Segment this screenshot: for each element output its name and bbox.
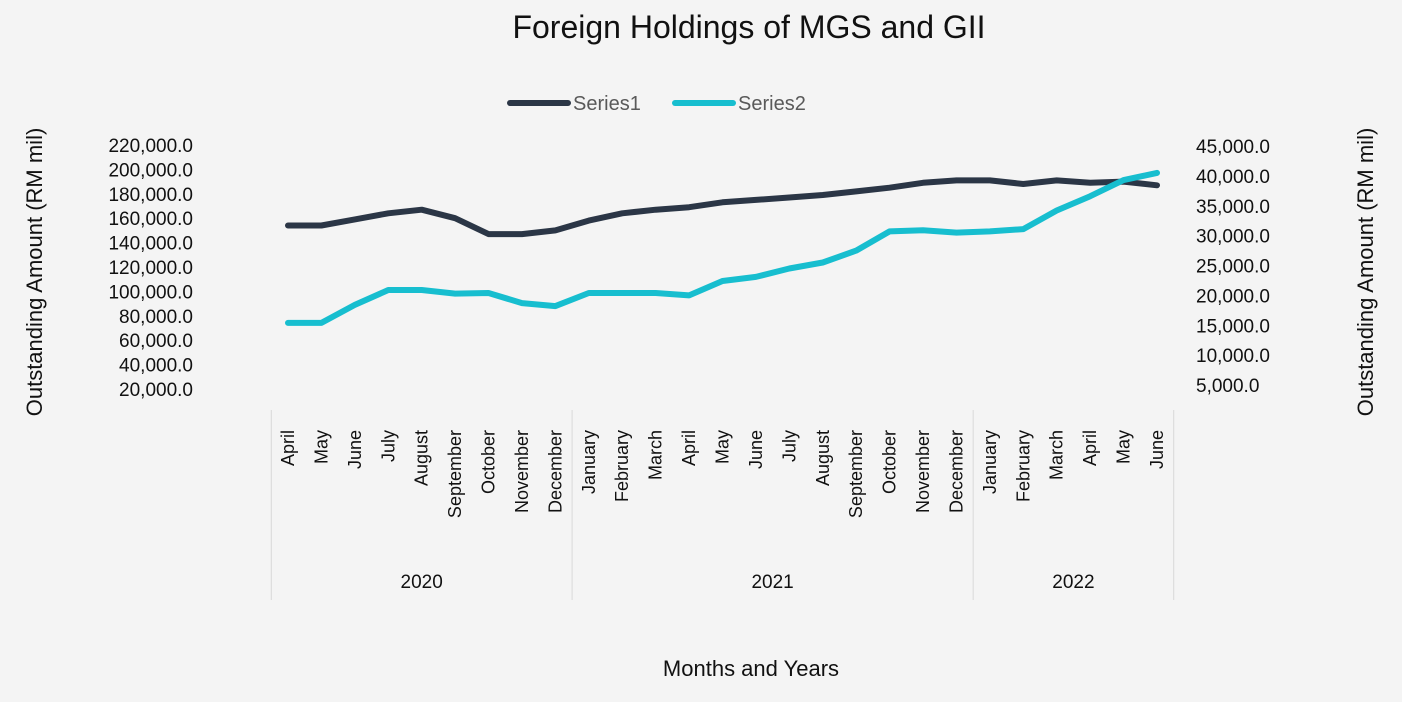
x-tick-label: August: [412, 430, 432, 486]
y-left-tick-label: 80,000.0: [119, 307, 193, 328]
x-tick-label: May: [1114, 430, 1134, 464]
x-tick-label: January: [980, 430, 1000, 494]
series-line-series2: [285, 169, 1160, 326]
y-left-tick-label: 220,000.0: [108, 136, 193, 157]
x-tick-label: September: [846, 430, 866, 518]
x-tick-label: September: [445, 430, 465, 518]
x-tick-label: November: [512, 430, 532, 513]
year-label: 2020: [401, 572, 443, 593]
y-right-tick-label: 35,000.0: [1196, 197, 1270, 218]
y-left-tick-label: 140,000.0: [108, 234, 193, 255]
y-right-tick-label: 20,000.0: [1196, 286, 1270, 307]
y-left-tick-label: 100,000.0: [108, 282, 193, 303]
y-right-tick-label: 40,000.0: [1196, 167, 1270, 188]
x-axis: 2020 2021 2022 April May June July August Septem…: [270, 410, 1175, 600]
series-line-series1: [285, 177, 1160, 238]
y-right-tick-label: 45,000.0: [1196, 137, 1270, 158]
chart-title: Foreign Holdings of MGS and GII: [512, 9, 985, 45]
y-right-tick-label: 5,000.0: [1196, 376, 1259, 397]
x-tick-label: December: [946, 430, 966, 513]
x-tick-label: April: [1080, 430, 1100, 466]
legend-label-series2: Series2: [738, 93, 806, 115]
x-tick-label: July: [378, 430, 398, 462]
year-label: 2022: [1052, 572, 1094, 593]
x-tick-label: February: [1013, 430, 1033, 502]
y-left-tick-label: 20,000.0: [119, 380, 193, 401]
y-left-tick-label: 120,000.0: [108, 258, 193, 279]
x-tick-label: June: [746, 430, 766, 469]
x-tick-label: February: [612, 430, 632, 502]
y-left-tick-label: 160,000.0: [108, 209, 193, 230]
x-tick-label: August: [813, 430, 833, 486]
x-tick-label: May: [713, 430, 733, 464]
x-tick-label: April: [679, 430, 699, 466]
y-right-tick-label: 15,000.0: [1196, 316, 1270, 337]
x-tick-label: January: [579, 430, 599, 494]
x-tick-label: November: [913, 430, 933, 513]
x-tick-label: December: [545, 430, 565, 513]
x-tick-label: October: [479, 430, 499, 494]
x-tick-label: April: [278, 430, 298, 466]
y-axis-right: 5,000.0 10,000.0 15,000.0 20,000.0 25,000.0 3…: [1196, 137, 1270, 397]
x-tick-label: July: [779, 430, 799, 462]
x-axis-title: Months and Years: [663, 656, 839, 681]
y-right-tick-label: 30,000.0: [1196, 227, 1270, 248]
legend-label-series1: Series1: [573, 93, 641, 115]
y-left-tick-label: 180,000.0: [108, 185, 193, 206]
series-layer: [285, 169, 1160, 326]
y-left-tick-label: 200,000.0: [108, 160, 193, 181]
x-tick-label: March: [1047, 430, 1067, 480]
x-tick-label: June: [345, 430, 365, 469]
x-tick-label: June: [1147, 430, 1167, 469]
y-axis-left: 20,000.0 40,000.0 60,000.0 80,000.0 100,000.…: [108, 136, 193, 401]
y-left-tick-label: 60,000.0: [119, 331, 193, 352]
y-right-tick-label: 25,000.0: [1196, 257, 1270, 278]
year-label: 2021: [751, 572, 793, 593]
y-axis-right-title: Outstanding Amount (RM mil): [1353, 128, 1378, 417]
x-tick-label: October: [880, 430, 900, 494]
y-left-tick-label: 40,000.0: [119, 356, 193, 377]
y-right-tick-label: 10,000.0: [1196, 346, 1270, 367]
x-tick-label: May: [311, 430, 331, 464]
y-axis-left-title: Outstanding Amount (RM mil): [22, 128, 47, 417]
legend: Series1 Series2: [507, 93, 806, 115]
x-tick-label: March: [646, 430, 666, 480]
